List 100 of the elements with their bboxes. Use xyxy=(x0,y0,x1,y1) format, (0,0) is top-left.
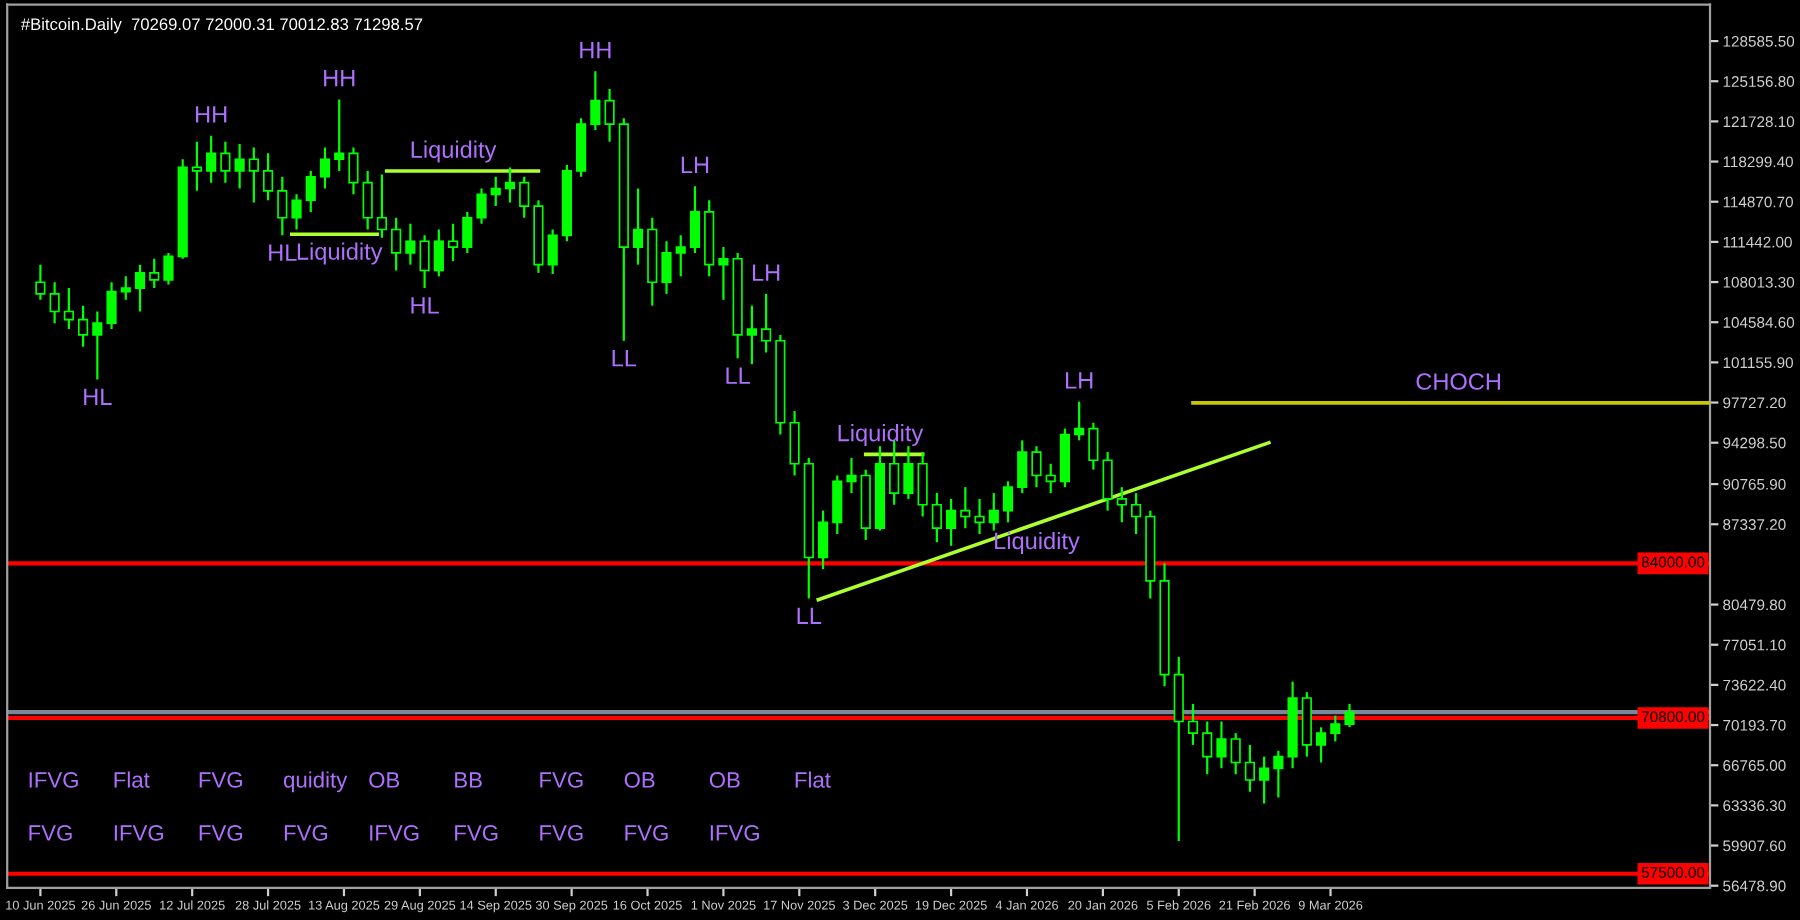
candlestick xyxy=(163,251,174,286)
candlestick xyxy=(1244,743,1256,793)
candlestick xyxy=(576,117,587,178)
candlestick xyxy=(1202,720,1213,776)
candlestick xyxy=(960,486,971,530)
candlestick xyxy=(689,185,701,255)
candlestick xyxy=(92,310,103,381)
annotation: quidity xyxy=(283,771,348,793)
candlestick xyxy=(1230,732,1241,776)
candlestick xyxy=(1173,655,1184,843)
annotation: HL xyxy=(269,244,297,261)
text: #Bitcoin.Daily 70269.07 72000.31 70012.83 71298.57 xyxy=(20,17,423,34)
candlestick xyxy=(362,169,373,231)
annotation: OB xyxy=(369,772,400,788)
annotation: HH xyxy=(580,41,611,59)
candlestick xyxy=(632,187,644,266)
annotation: LH xyxy=(752,264,780,281)
annotation: FVG xyxy=(199,825,242,841)
candlestick xyxy=(191,140,203,192)
candlestick xyxy=(519,175,530,219)
annotation: FVG xyxy=(540,772,583,788)
annotation: IFVG xyxy=(370,825,419,841)
annotation: FVG xyxy=(29,825,72,841)
annotation: LL xyxy=(726,367,750,384)
candlestick xyxy=(490,175,501,208)
candlestick xyxy=(419,234,430,290)
candlestick xyxy=(149,257,160,290)
candlestick xyxy=(134,263,146,313)
candlestick xyxy=(63,286,74,331)
annotation: Liquidity xyxy=(838,424,924,447)
candlestick xyxy=(817,509,829,571)
candlestick xyxy=(248,146,259,204)
annotation: Flat xyxy=(114,771,150,788)
annotation: BB xyxy=(455,772,482,788)
candlestick xyxy=(106,281,117,331)
candlestick xyxy=(49,281,60,325)
annotation: FVG xyxy=(540,825,583,841)
candlestick xyxy=(1187,702,1199,746)
candlestick xyxy=(234,142,245,190)
candlestick xyxy=(789,409,800,477)
annotation: IFVG xyxy=(114,825,163,841)
candlestick xyxy=(718,245,729,301)
candlestick xyxy=(1130,491,1142,536)
candlestick xyxy=(504,166,516,204)
annotation: Liquidity xyxy=(411,140,497,163)
annotation: IFVG xyxy=(29,772,78,788)
candlestick xyxy=(547,228,558,276)
candlestick xyxy=(1273,749,1284,799)
candlestick xyxy=(447,222,459,263)
candlestick xyxy=(974,497,985,536)
annotation: FVG xyxy=(625,825,668,841)
annotation: FVG xyxy=(455,825,498,841)
candlestick xyxy=(1031,445,1042,489)
candlestick xyxy=(391,216,402,272)
candlestick xyxy=(1102,450,1113,512)
candlestick xyxy=(277,175,288,237)
candlestick xyxy=(1216,720,1227,770)
candlestick xyxy=(604,87,615,143)
annotation: FVG xyxy=(284,825,328,841)
candlestick xyxy=(334,98,345,173)
annotation: LH xyxy=(1066,372,1093,389)
annotation: HH xyxy=(196,106,227,123)
annotation: HL xyxy=(84,388,112,405)
candlestick xyxy=(945,497,957,547)
candlestick xyxy=(1045,462,1056,495)
candlestick xyxy=(590,70,601,132)
candlestick xyxy=(319,146,331,190)
candlestick xyxy=(220,140,231,184)
candlestick xyxy=(433,228,444,278)
candlestick xyxy=(675,234,686,278)
candlestick xyxy=(746,304,757,366)
candlestick xyxy=(931,491,942,544)
candlestick xyxy=(476,187,487,225)
annotation: Liquidity xyxy=(297,242,383,265)
candlestick xyxy=(1059,427,1071,489)
candlestick xyxy=(1259,755,1270,805)
candlestick xyxy=(1017,439,1028,495)
candlestick xyxy=(661,240,672,296)
candlestick xyxy=(305,169,316,214)
candlestick xyxy=(405,222,416,266)
annotation: OB xyxy=(624,772,655,788)
annotation: OB xyxy=(709,772,740,788)
candlestick xyxy=(77,304,89,348)
candlestick xyxy=(462,210,473,255)
candlestick xyxy=(988,491,999,532)
candlestick xyxy=(348,146,359,196)
candlestick xyxy=(1088,421,1099,471)
candlestick xyxy=(1301,691,1312,758)
candlestick xyxy=(917,450,928,518)
annotation: CHOCH xyxy=(1416,373,1500,390)
candlestick xyxy=(1330,714,1341,743)
candlestick xyxy=(1315,726,1327,764)
candlestick xyxy=(1116,486,1127,524)
annotation: IFVG xyxy=(710,825,759,841)
candlestick xyxy=(291,193,302,231)
candlestick xyxy=(832,474,843,536)
candlestick xyxy=(35,263,46,301)
annotation: HL xyxy=(411,297,439,314)
candlestick xyxy=(262,152,274,202)
annotation: Flat xyxy=(795,771,831,788)
